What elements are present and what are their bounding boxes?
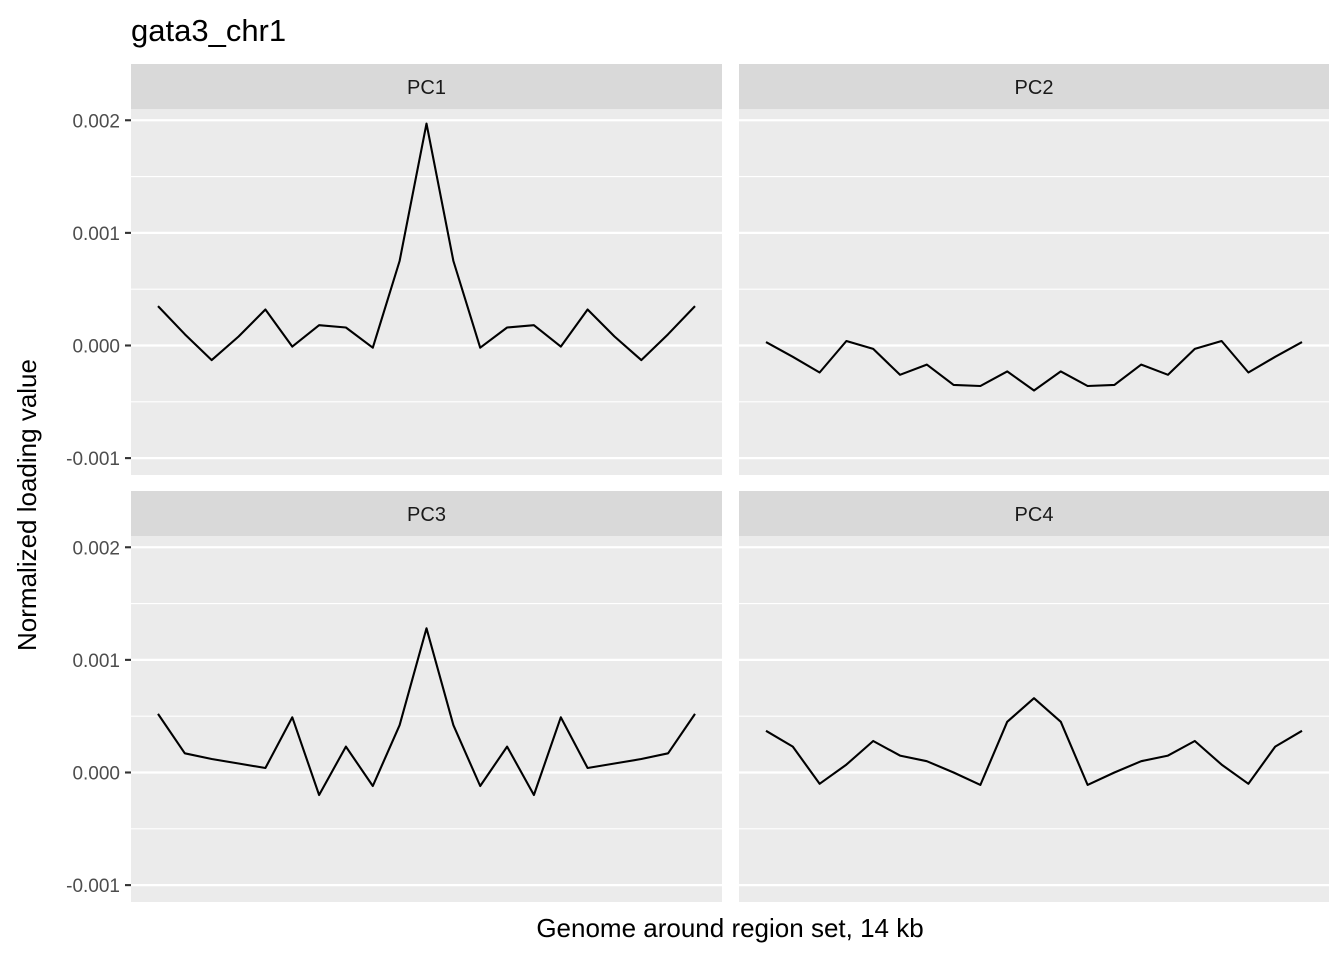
y-tick-label: 0.002	[72, 538, 120, 559]
series-line-pc4	[765, 697, 1303, 786]
facet-strip-label: PC4	[1015, 504, 1054, 526]
facet-strip-label: PC3	[407, 504, 446, 526]
y-tick-label: 0.000	[72, 336, 120, 357]
panel-background	[131, 109, 722, 475]
facet-pc2: PC2	[739, 64, 1329, 475]
chart-title: gata3_chr1	[131, 13, 286, 48]
facet-strip	[739, 491, 1329, 536]
y-tick-label: -0.001	[66, 449, 120, 470]
facet-panels: PC1 -0.001 0.000 0.001 0.002 PC2 PC3 -0.001 0.00…	[66, 64, 1329, 902]
series-line-pc2	[765, 339, 1303, 392]
x-axis-title: Genome around region set, 14 kb	[536, 913, 923, 943]
series-line-pc1	[157, 122, 696, 362]
facet-pc4: PC4	[739, 491, 1329, 902]
facet-pc3: PC3 -0.001 0.000 0.001 0.002	[66, 491, 722, 902]
y-tick-label: 0.000	[72, 763, 120, 784]
y-tick-label: 0.002	[72, 111, 120, 132]
y-tick-label: 0.001	[72, 224, 120, 245]
y-tick-label: 0.001	[72, 651, 120, 672]
facet-strip-label: PC2	[1015, 77, 1054, 99]
y-tick-label: -0.001	[66, 876, 120, 897]
panel-background	[131, 536, 722, 902]
panel-background	[739, 109, 1329, 475]
facet-strip	[131, 64, 722, 109]
facet-pc1: PC1 -0.001 0.000 0.001 0.002	[66, 64, 722, 475]
panel-background	[739, 536, 1329, 902]
y-axis-title: Normalized loading value	[12, 359, 42, 651]
facet-strip	[739, 64, 1329, 109]
series-line-pc3	[157, 627, 696, 797]
facet-strip	[131, 491, 722, 536]
facet-strip-label: PC1	[407, 77, 446, 99]
